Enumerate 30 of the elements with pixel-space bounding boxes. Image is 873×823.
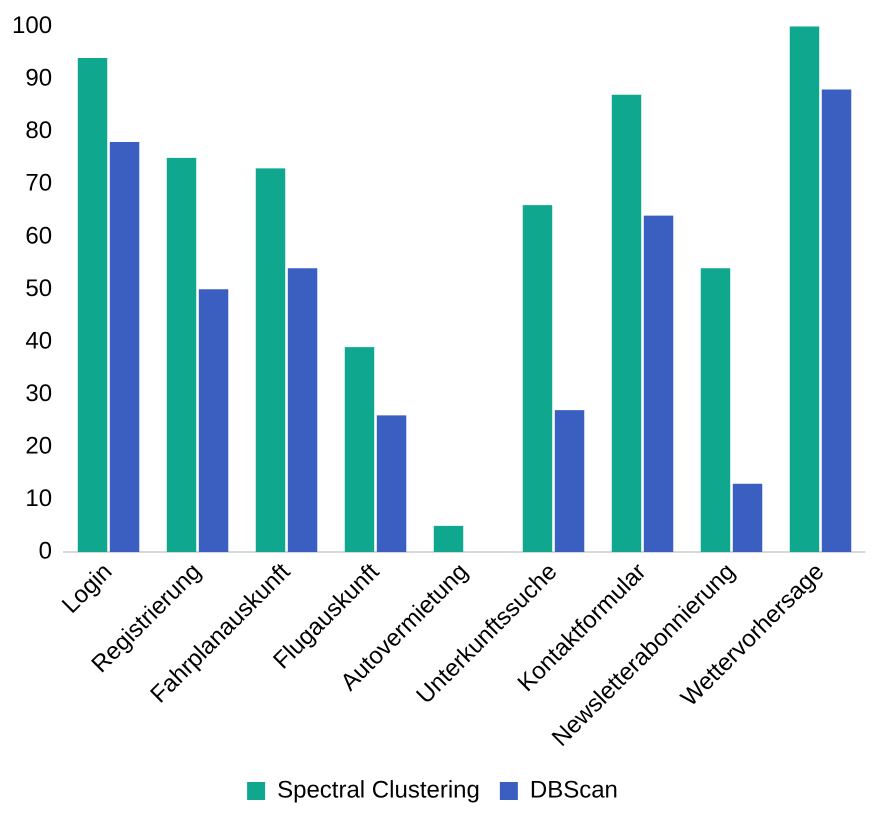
bar: [198, 289, 228, 552]
bar: [822, 89, 852, 552]
bar: [732, 484, 762, 552]
bar: [344, 347, 374, 552]
bar: [166, 158, 196, 552]
y-tick-label: 100: [12, 12, 52, 40]
y-tick-label: 80: [25, 117, 52, 144]
y-tick-label: 30: [25, 380, 52, 408]
bar: [376, 415, 406, 552]
bar: [700, 268, 730, 552]
bar: [288, 268, 318, 552]
legend-label: DBScan: [530, 776, 618, 804]
bar: [790, 26, 820, 552]
y-tick-label: 0: [38, 538, 52, 565]
legend-label: Spectral Clustering: [277, 776, 480, 804]
y-tick-label: 50: [25, 274, 52, 302]
bar: [110, 142, 140, 552]
y-tick-label: 10: [25, 485, 52, 512]
bar: [78, 58, 108, 552]
y-tick-label: 90: [25, 64, 52, 92]
y-tick-label: 60: [25, 222, 52, 250]
bar: [522, 205, 552, 552]
bar: [434, 526, 464, 552]
bar: [644, 216, 674, 552]
y-tick-label: 40: [25, 327, 52, 354]
bar: [554, 410, 584, 552]
bar: [612, 94, 642, 552]
y-tick-label: 20: [25, 432, 52, 460]
y-tick-label: 70: [25, 170, 52, 197]
bar: [256, 168, 286, 552]
